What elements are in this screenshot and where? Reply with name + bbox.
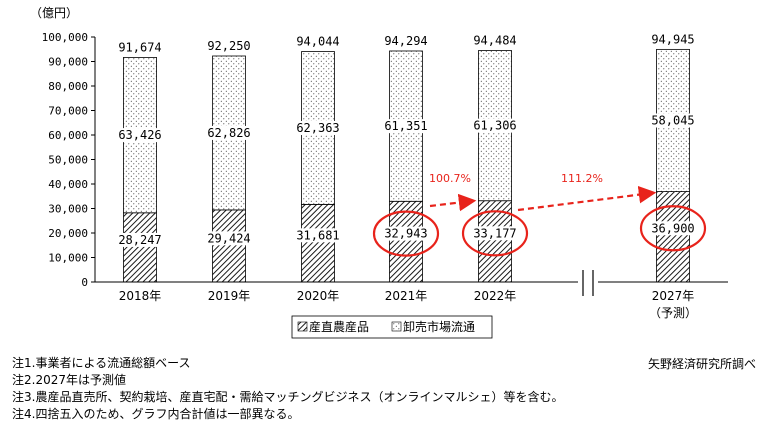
x-tick-label: 2019年 bbox=[208, 289, 251, 303]
value-label-sanchoku: 31,681 bbox=[296, 228, 339, 242]
growth-arrow bbox=[429, 193, 477, 212]
notes: 注1.事業者による流通総額ベース 注2.2027年は予測値 注3.農産品直売所、… bbox=[12, 355, 563, 423]
y-tick-label: 30,000 bbox=[48, 203, 88, 216]
highlight-ellipse bbox=[639, 205, 707, 252]
highlight-ellipse bbox=[461, 210, 529, 257]
note-2: 注2.2027年は予測値 bbox=[12, 373, 126, 387]
value-label-oroshiuri: 61,351 bbox=[384, 119, 427, 133]
value-label-sanchoku: 29,424 bbox=[207, 231, 250, 245]
x-tick-label: 2021年 bbox=[385, 289, 428, 303]
y-tick-label: 20,000 bbox=[48, 227, 88, 240]
bar-sanchoku bbox=[212, 209, 246, 283]
value-label-oroshiuri: 63,426 bbox=[118, 128, 161, 142]
total-label: 94,945 bbox=[651, 32, 694, 46]
legend-label-oroshiuri: 卸売市場流通 bbox=[403, 319, 475, 334]
bar-sanchoku bbox=[656, 191, 690, 283]
value-label-oroshiuri-bg bbox=[117, 128, 163, 143]
y-tick-label: 40,000 bbox=[48, 178, 88, 191]
total-label: 94,044 bbox=[296, 35, 339, 49]
value-label-sanchoku-bg bbox=[383, 226, 429, 241]
x-tick-label: 2018年 bbox=[119, 289, 162, 303]
note-3: 注3.農産品直売所、契約栽培、産直宅配・需給マッチングビジネス（オンラインマルシ… bbox=[12, 390, 564, 404]
value-label-sanchoku-bg bbox=[472, 226, 518, 241]
value-label-sanchoku-bg bbox=[650, 221, 696, 236]
annotations: 100.7% 111.2% bbox=[372, 172, 707, 257]
legend-swatch-oroshiuri bbox=[391, 321, 402, 332]
value-label-sanchoku-bg bbox=[117, 232, 163, 247]
y-tick-label: 100,000 bbox=[42, 31, 88, 44]
value-label-oroshiuri-bg bbox=[295, 120, 341, 135]
growth-rate-label: 111.2% bbox=[561, 172, 603, 185]
y-axis: 0 10,000 20,000 30,000 40,000 50,000 60,000 70,… bbox=[42, 31, 96, 289]
value-label-sanchoku-bg bbox=[295, 228, 341, 243]
value-labels: 28,247 63,426 91,674 29,424 62,826 92,250 31,6… bbox=[117, 32, 696, 247]
y-tick-label: 10,000 bbox=[48, 252, 88, 265]
value-label-sanchoku: 36,900 bbox=[651, 221, 694, 235]
value-label-sanchoku: 28,247 bbox=[118, 233, 161, 247]
y-tick-label: 90,000 bbox=[48, 56, 88, 69]
y-tick-label: 70,000 bbox=[48, 105, 88, 118]
x-tick-label: 2027年 bbox=[652, 289, 695, 303]
y-tick-label: 60,000 bbox=[48, 129, 88, 142]
legend-label-sanchoku: 産直農産品 bbox=[309, 319, 369, 334]
value-label-oroshiuri: 62,826 bbox=[207, 126, 250, 140]
value-label-sanchoku: 33,177 bbox=[473, 226, 516, 240]
growth-rate-label: 100.7% bbox=[429, 172, 471, 185]
y-tick-label: 80,000 bbox=[48, 80, 88, 93]
value-label-oroshiuri-bg bbox=[383, 119, 429, 134]
value-label-oroshiuri-bg bbox=[650, 113, 696, 128]
value-label-oroshiuri: 61,306 bbox=[473, 119, 516, 133]
value-label-sanchoku: 32,943 bbox=[384, 227, 427, 241]
note-1: 注1.事業者による流通総額ベース bbox=[12, 356, 191, 370]
stacked-bar-chart: （億円） 0 10,000 20,000 30,000 40,000 50,000 60,0… bbox=[30, 6, 728, 339]
bar-sanchoku bbox=[301, 203, 335, 283]
total-label: 92,250 bbox=[207, 39, 250, 53]
value-label-sanchoku-bg bbox=[206, 231, 252, 246]
value-label-oroshiuri-bg bbox=[472, 118, 518, 133]
total-label: 91,674 bbox=[118, 40, 161, 54]
bars bbox=[123, 48, 690, 283]
x-axis: 2018年 2019年 2020年 2021年 2022年 2027年 （予測） bbox=[95, 270, 728, 320]
y-unit-label: （億円） bbox=[30, 6, 78, 20]
x-tick-sublabel: （予測） bbox=[649, 306, 697, 320]
value-label-oroshiuri: 58,045 bbox=[651, 113, 694, 127]
total-label: 94,484 bbox=[473, 34, 516, 48]
source-credit: 矢野経済研究所調べ bbox=[647, 357, 756, 371]
value-label-oroshiuri: 62,363 bbox=[296, 121, 339, 135]
y-tick-label: 0 bbox=[81, 276, 88, 289]
highlight-ellipse bbox=[372, 210, 440, 257]
total-label: 94,294 bbox=[384, 34, 427, 48]
growth-arrow bbox=[517, 185, 657, 212]
y-tick-label: 50,000 bbox=[48, 154, 88, 167]
x-tick-label: 2020年 bbox=[297, 289, 340, 303]
value-label-oroshiuri-bg bbox=[206, 125, 252, 140]
note-4: 注4.四捨五入のため、グラフ内合計値は一部異なる。 bbox=[12, 407, 300, 421]
bar-sanchoku bbox=[123, 212, 157, 283]
legend: 産直農産品 卸売市場流通 bbox=[291, 315, 493, 339]
legend-swatch-sanchoku bbox=[297, 321, 308, 332]
x-tick-label: 2022年 bbox=[474, 289, 517, 303]
